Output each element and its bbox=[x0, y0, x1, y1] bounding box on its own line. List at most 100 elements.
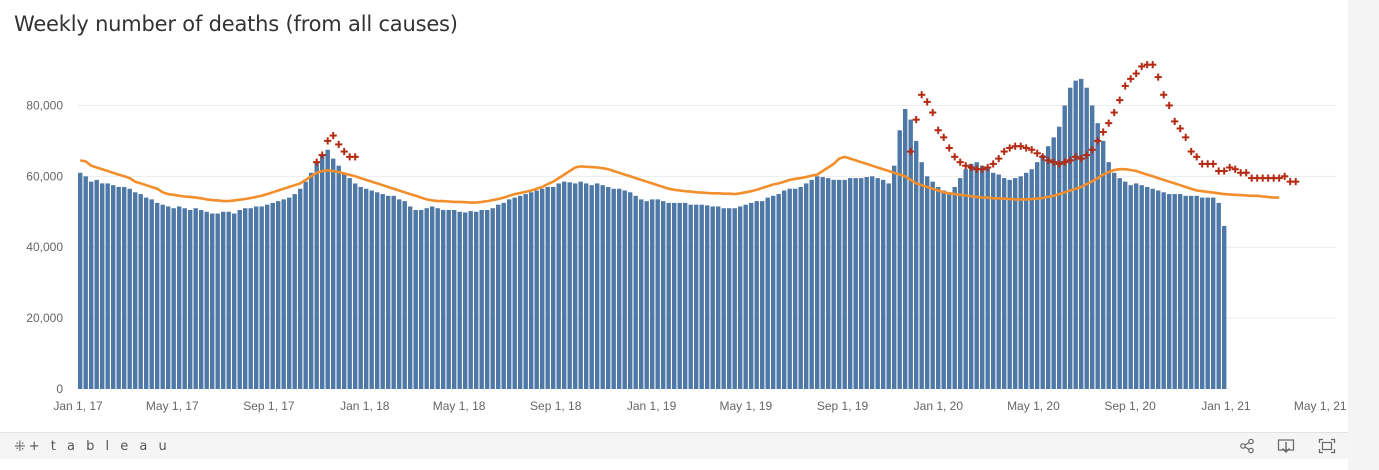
bar bbox=[738, 206, 743, 389]
bar bbox=[919, 162, 924, 389]
bar bbox=[452, 210, 457, 389]
share-icon bbox=[1240, 438, 1254, 454]
bar bbox=[1106, 162, 1111, 389]
bar bbox=[804, 183, 809, 389]
bar bbox=[325, 149, 330, 389]
bar bbox=[265, 204, 270, 389]
bar bbox=[672, 202, 677, 389]
bar bbox=[1211, 197, 1216, 389]
bar bbox=[210, 213, 215, 389]
excess-marker bbox=[1094, 137, 1102, 145]
bar bbox=[716, 206, 721, 389]
excess-marker bbox=[934, 126, 942, 134]
excess-marker bbox=[945, 144, 953, 152]
x-tick-label: Sep 1, 20 bbox=[1104, 399, 1156, 413]
excess-marker bbox=[951, 153, 959, 161]
bar bbox=[402, 201, 407, 389]
bar bbox=[595, 183, 600, 389]
excess-marker bbox=[1292, 178, 1300, 186]
excess-marker bbox=[335, 140, 343, 149]
bar bbox=[468, 211, 473, 389]
excess-marker bbox=[995, 155, 1003, 163]
bar bbox=[914, 140, 919, 389]
bar bbox=[837, 179, 842, 389]
bar bbox=[1073, 80, 1078, 389]
bar bbox=[490, 208, 495, 389]
x-tick-label: Sep 1, 19 bbox=[817, 399, 869, 413]
excess-marker bbox=[1160, 91, 1168, 99]
bar bbox=[138, 194, 143, 389]
bar bbox=[149, 199, 154, 389]
bar bbox=[820, 177, 825, 389]
excess-marker bbox=[1165, 101, 1173, 110]
bar bbox=[600, 185, 605, 389]
bar bbox=[237, 210, 242, 389]
bar bbox=[859, 178, 864, 389]
excess-marker bbox=[923, 98, 931, 106]
bar bbox=[298, 188, 303, 389]
bar bbox=[155, 202, 160, 389]
bar bbox=[413, 210, 418, 389]
bar bbox=[1046, 146, 1051, 389]
bar bbox=[732, 208, 737, 389]
bar bbox=[562, 181, 567, 389]
download-button[interactable] bbox=[1276, 437, 1296, 455]
excess-marker bbox=[940, 133, 948, 141]
bar bbox=[765, 197, 770, 389]
bar bbox=[958, 178, 963, 389]
bar bbox=[1123, 181, 1128, 389]
excess-marker bbox=[1121, 82, 1129, 90]
bar bbox=[248, 208, 253, 389]
bar bbox=[281, 199, 286, 389]
bar bbox=[908, 119, 913, 389]
bar bbox=[1079, 78, 1084, 389]
y-tick-label: 40,000 bbox=[26, 240, 63, 254]
excess-marker bbox=[1110, 108, 1118, 117]
bar bbox=[941, 190, 946, 389]
bar bbox=[386, 195, 391, 389]
excess-marker bbox=[1000, 147, 1008, 156]
bar bbox=[947, 192, 952, 389]
excess-marker bbox=[1149, 61, 1157, 69]
bar bbox=[611, 188, 616, 389]
bar bbox=[270, 202, 275, 389]
x-tick-label: Jan 1, 20 bbox=[914, 399, 964, 413]
bar bbox=[655, 199, 660, 389]
bar bbox=[771, 195, 776, 389]
bar bbox=[254, 206, 259, 389]
bar bbox=[1002, 178, 1007, 389]
excess-marker bbox=[1209, 160, 1217, 168]
bar bbox=[991, 172, 996, 389]
bar bbox=[534, 190, 539, 389]
excess-marker bbox=[1154, 73, 1162, 81]
bar bbox=[683, 202, 688, 389]
bar bbox=[743, 204, 748, 389]
excess-marker bbox=[962, 162, 970, 170]
bar bbox=[798, 186, 803, 389]
bar bbox=[501, 202, 506, 389]
bar bbox=[1189, 195, 1194, 389]
bar bbox=[1216, 202, 1221, 389]
excess-marker bbox=[1105, 119, 1113, 127]
fullscreen-button[interactable] bbox=[1317, 437, 1337, 455]
bar bbox=[287, 197, 292, 389]
bar bbox=[122, 186, 127, 389]
excess-marker bbox=[978, 165, 986, 173]
bar bbox=[1205, 197, 1210, 389]
y-tick-label: 80,000 bbox=[26, 98, 63, 112]
excess-marker bbox=[1083, 151, 1091, 159]
bar bbox=[116, 186, 121, 389]
bar bbox=[457, 211, 462, 389]
share-button[interactable] bbox=[1237, 437, 1257, 455]
bar bbox=[463, 212, 468, 389]
excess-marker bbox=[1281, 172, 1289, 180]
bar bbox=[622, 190, 627, 389]
tableau-logo[interactable]: ⁜ + t a b l e a u bbox=[14, 437, 170, 455]
x-axis-labels: Jan 1, 17 May 1, 17 Sep 1, 17 Jan 1, 18 May … bbox=[53, 399, 1347, 413]
bar bbox=[1062, 105, 1067, 389]
excess-marker bbox=[1099, 128, 1107, 136]
bar bbox=[424, 208, 429, 389]
x-tick-label: Jan 1, 17 bbox=[53, 399, 103, 413]
x-tick-label: May 1, 18 bbox=[433, 399, 486, 413]
bar bbox=[485, 210, 490, 389]
